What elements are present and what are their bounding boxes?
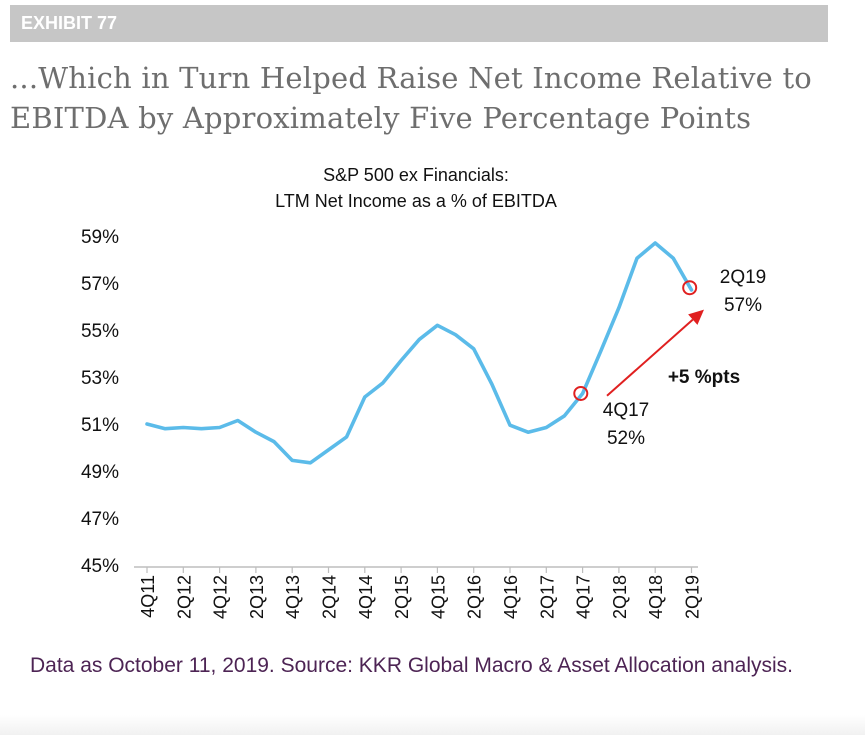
line-chart: S&P 500 ex Financials: LTM Net Income as… bbox=[81, 165, 766, 619]
source-footnote: Data as October 11, 2019. Source: KKR Gl… bbox=[30, 654, 794, 677]
x-tick-label: 2Q15 bbox=[392, 575, 412, 619]
page-title: ...Which in Turn Helped Raise Net Income… bbox=[10, 58, 840, 138]
y-tick-label: 57% bbox=[81, 274, 119, 295]
highlight-marker bbox=[573, 385, 589, 401]
chart-title-line-2: LTM Net Income as a % of EBITDA bbox=[275, 191, 557, 211]
change-arrow-shaft bbox=[606, 318, 694, 397]
highlight-label-value: 57% bbox=[724, 295, 762, 316]
x-tick-label: 4Q12 bbox=[211, 575, 231, 619]
y-tick-label: 59% bbox=[81, 227, 119, 248]
exhibit-label: EXHIBIT 77 bbox=[10, 5, 828, 42]
x-tick-label: 2Q17 bbox=[537, 575, 557, 619]
series-line bbox=[145, 241, 694, 465]
y-tick-label: 47% bbox=[81, 509, 119, 530]
change-annotation-label: +5 %pts bbox=[668, 367, 740, 388]
x-tick-label: 2Q13 bbox=[247, 575, 267, 619]
change-arrow-head bbox=[688, 309, 704, 325]
x-tick-label: 2Q16 bbox=[465, 575, 485, 619]
y-tick-label: 45% bbox=[81, 556, 119, 577]
x-tick-label: 2Q18 bbox=[610, 575, 630, 619]
y-tick-label: 51% bbox=[81, 415, 119, 436]
bottom-strip bbox=[0, 715, 865, 735]
y-tick-label: 49% bbox=[81, 462, 119, 483]
x-tick-label: 4Q15 bbox=[428, 575, 448, 619]
y-tick-label: 55% bbox=[81, 321, 119, 342]
x-tick-label: 4Q17 bbox=[574, 575, 594, 619]
highlight-label-period: 2Q19 bbox=[720, 267, 766, 288]
page-title-line-2: EBITDA by Approximately Five Percentage … bbox=[10, 101, 752, 135]
x-axis: 4Q11 2Q12 4Q12 2Q13 4Q13 2Q14 4Q14 2Q15 4Q15 2Q16… bbox=[134, 566, 703, 619]
x-tick-label: 2Q12 bbox=[174, 575, 194, 619]
highlight-label-value: 52% bbox=[607, 428, 645, 449]
highlight-label-period: 4Q17 bbox=[603, 400, 649, 421]
x-tick-label: 4Q14 bbox=[356, 575, 376, 619]
x-tick-label: 4Q11 bbox=[138, 575, 158, 618]
x-tick-label: 4Q13 bbox=[283, 575, 303, 619]
page-title-line-1: ...Which in Turn Helped Raise Net Income… bbox=[10, 61, 812, 95]
x-tick-label: 2Q19 bbox=[683, 575, 703, 619]
y-axis: 45% 47% 49% 51% 53% 55% 57% 59% bbox=[81, 227, 119, 577]
x-tick-label: 4Q18 bbox=[646, 575, 666, 619]
annotations: 4Q17 52% 2Q19 57% +5 %pts bbox=[573, 267, 766, 449]
chart-title-line-1: S&P 500 ex Financials: bbox=[323, 165, 509, 185]
highlight-marker bbox=[682, 280, 698, 296]
series-group bbox=[145, 241, 694, 465]
x-tick-label: 4Q16 bbox=[501, 575, 521, 619]
x-tick-label: 2Q14 bbox=[320, 575, 340, 619]
y-tick-label: 53% bbox=[81, 368, 119, 389]
